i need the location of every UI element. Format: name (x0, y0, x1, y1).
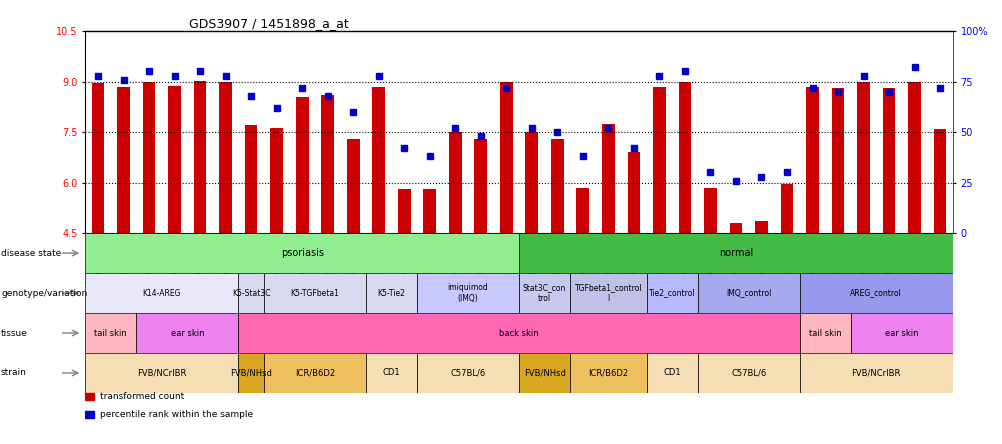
Bar (755, 221, 768, 233)
Text: K5-Tie2: K5-Tie2 (377, 289, 405, 297)
Bar (627, 152, 639, 233)
Bar (907, 82, 920, 233)
Bar (417, 353, 519, 393)
Bar (857, 82, 869, 233)
Bar (296, 97, 309, 233)
Bar (117, 87, 130, 233)
Bar (85, 353, 238, 393)
Text: FVB/NHsd: FVB/NHsd (523, 369, 565, 377)
Text: disease state: disease state (1, 249, 61, 258)
Bar (569, 353, 646, 393)
Text: C57BL/6: C57BL/6 (730, 369, 766, 377)
Bar (85, 233, 519, 273)
Bar (569, 273, 646, 313)
Bar (799, 353, 952, 393)
Bar (678, 82, 690, 233)
Bar (831, 88, 844, 233)
Bar (347, 139, 359, 233)
Bar (270, 128, 283, 233)
Text: imiquimod
(IMQ): imiquimod (IMQ) (447, 283, 488, 303)
Bar (474, 139, 487, 233)
Bar (519, 273, 569, 313)
Bar (398, 189, 410, 233)
Bar (136, 313, 238, 353)
Text: psoriasis: psoriasis (281, 248, 324, 258)
Text: TGFbeta1_control
l: TGFbeta1_control l (574, 283, 641, 303)
Bar (703, 188, 716, 233)
Bar (799, 313, 850, 353)
Bar (780, 184, 793, 233)
Bar (142, 82, 155, 233)
Bar (850, 313, 952, 353)
Text: tail skin: tail skin (808, 329, 841, 337)
Text: IMQ_control: IMQ_control (725, 289, 771, 297)
Bar (423, 189, 436, 233)
Text: ICR/B6D2: ICR/B6D2 (588, 369, 628, 377)
Bar (219, 82, 231, 233)
Bar (652, 87, 665, 233)
Text: FVB/NCrIBR: FVB/NCrIBR (851, 369, 900, 377)
Text: Tie2_control: Tie2_control (648, 289, 694, 297)
Text: FVB/NCrIBR: FVB/NCrIBR (137, 369, 186, 377)
Bar (193, 81, 206, 233)
Text: AREG_control: AREG_control (850, 289, 902, 297)
Bar (499, 82, 512, 233)
Bar (372, 87, 385, 233)
Bar (238, 313, 799, 353)
Bar (882, 88, 895, 233)
Bar (366, 353, 417, 393)
Bar (646, 353, 697, 393)
Bar (449, 132, 461, 233)
Bar (85, 313, 136, 353)
Text: Stat3C_con
trol: Stat3C_con trol (522, 283, 566, 303)
Bar (806, 87, 818, 233)
Text: CD1: CD1 (383, 369, 400, 377)
Bar (519, 233, 952, 273)
Text: percentile rank within the sample: percentile rank within the sample (100, 410, 254, 419)
Text: GDS3907 / 1451898_a_at: GDS3907 / 1451898_a_at (189, 17, 349, 30)
Text: back skin: back skin (499, 329, 538, 337)
Bar (244, 125, 258, 233)
Text: normal: normal (718, 248, 753, 258)
Bar (519, 353, 569, 393)
Bar (264, 273, 366, 313)
Text: tissue: tissue (1, 329, 28, 337)
Bar (646, 273, 697, 313)
Text: ICR/B6D2: ICR/B6D2 (295, 369, 335, 377)
Bar (525, 132, 538, 233)
Bar (550, 139, 563, 233)
Bar (321, 95, 334, 233)
Text: CD1: CD1 (662, 369, 680, 377)
Bar (91, 83, 104, 233)
Text: K5-Stat3C: K5-Stat3C (231, 289, 271, 297)
Bar (238, 353, 264, 393)
Text: tail skin: tail skin (94, 329, 127, 337)
Text: genotype/variation: genotype/variation (1, 289, 87, 297)
Text: K14-AREG: K14-AREG (142, 289, 181, 297)
Text: ear skin: ear skin (170, 329, 203, 337)
Bar (697, 273, 799, 313)
Bar (601, 124, 614, 233)
Bar (366, 273, 417, 313)
Bar (697, 353, 799, 393)
Bar (933, 129, 946, 233)
Bar (576, 188, 588, 233)
Bar (728, 223, 741, 233)
Bar (264, 353, 366, 393)
Bar (417, 273, 519, 313)
Text: strain: strain (1, 369, 27, 377)
Bar (85, 411, 94, 418)
Bar (85, 393, 94, 400)
Text: C57BL/6: C57BL/6 (450, 369, 485, 377)
Bar (168, 86, 180, 233)
Bar (238, 273, 264, 313)
Text: FVB/NHsd: FVB/NHsd (229, 369, 272, 377)
Text: transformed count: transformed count (100, 392, 184, 401)
Text: K5-TGFbeta1: K5-TGFbeta1 (291, 289, 339, 297)
Bar (85, 273, 238, 313)
Bar (799, 273, 952, 313)
Text: ear skin: ear skin (884, 329, 918, 337)
